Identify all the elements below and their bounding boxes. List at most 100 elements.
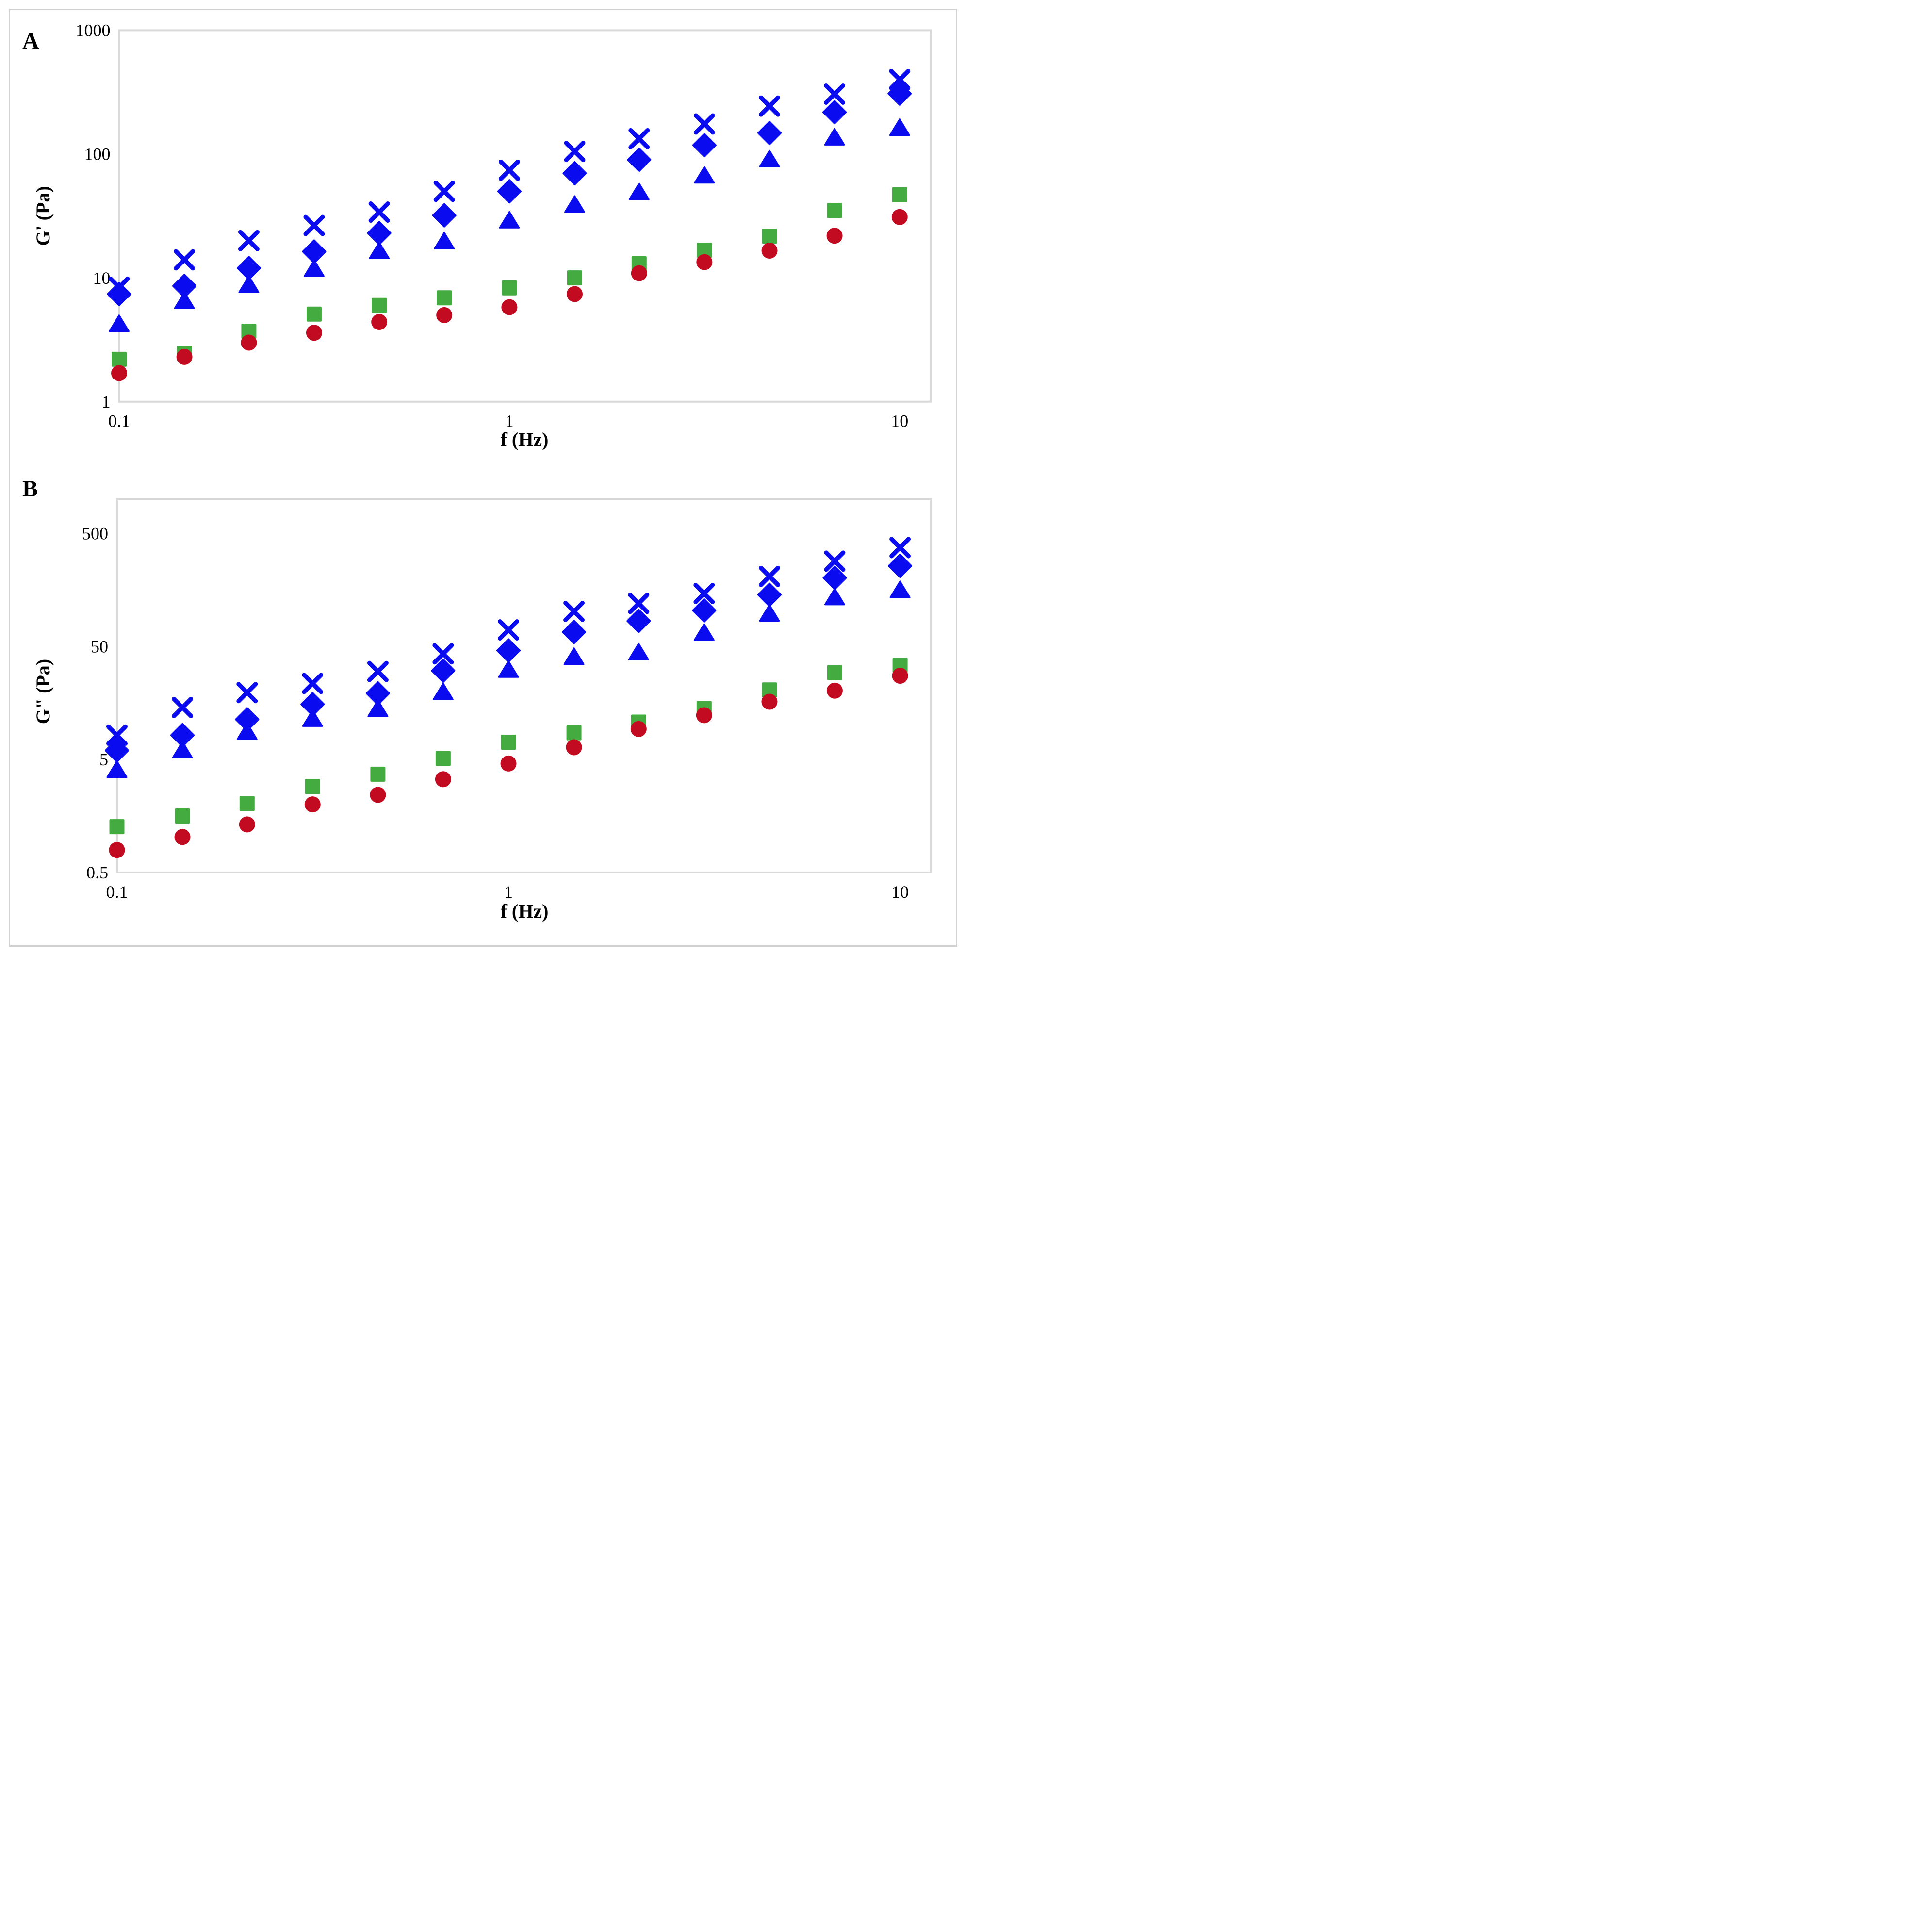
y-axis-title-a: G' (Pa) — [32, 186, 54, 246]
marker-red-circle — [566, 739, 582, 756]
marker-red-circle — [501, 299, 518, 315]
marker-red-circle — [696, 707, 712, 724]
y-tick-label: 100 — [84, 145, 111, 164]
marker-red-circle — [371, 314, 388, 330]
marker-blue-triangle — [628, 642, 649, 660]
marker-green-square — [567, 270, 582, 286]
marker-blue-cross — [238, 230, 260, 251]
marker-blue-triangle — [434, 231, 455, 249]
x-tick-label: 10 — [891, 412, 908, 431]
marker-green-square — [306, 306, 322, 322]
marker-blue-cross — [693, 113, 715, 135]
marker-blue-diamond — [692, 598, 717, 623]
marker-blue-triangle — [174, 291, 195, 309]
marker-blue-cross — [758, 565, 780, 587]
marker-blue-cross — [498, 619, 520, 641]
marker-red-circle — [306, 325, 322, 341]
marker-blue-triangle — [367, 699, 389, 717]
marker-red-circle — [826, 228, 843, 244]
plot-frame-a — [118, 29, 932, 403]
marker-blue-triangle — [759, 149, 780, 167]
y-tick-label: 500 — [82, 524, 108, 543]
marker-blue-triangle — [694, 166, 715, 184]
marker-blue-cross — [628, 128, 650, 149]
panel-letter-b: B — [22, 476, 38, 502]
marker-red-circle — [304, 796, 321, 813]
marker-blue-diamond — [496, 638, 521, 663]
marker-red-circle — [761, 242, 778, 259]
marker-red-circle — [696, 254, 713, 270]
marker-green-square — [239, 796, 255, 811]
marker-red-circle — [111, 365, 127, 381]
marker-blue-cross — [433, 181, 455, 202]
marker-red-circle — [826, 682, 843, 699]
panel-b-chart: 500 50 5 0.50.1 1 10 B f (Hz) G" (Pa) — [22, 476, 932, 922]
panel-letter-a: A — [22, 28, 39, 54]
marker-blue-cross — [759, 95, 781, 117]
marker-green-square — [501, 735, 516, 750]
marker-green-square — [435, 751, 451, 766]
marker-blue-diamond — [562, 161, 587, 186]
y-tick-label: 1000 — [76, 21, 111, 40]
marker-green-square — [175, 808, 190, 824]
marker-blue-cross — [563, 600, 585, 622]
marker-blue-triangle — [432, 682, 454, 700]
marker-blue-cross — [824, 550, 846, 572]
marker-red-circle — [436, 307, 453, 323]
marker-blue-cross — [889, 68, 911, 90]
marker-red-circle — [239, 816, 255, 833]
marker-red-circle — [892, 668, 908, 684]
marker-green-square — [827, 203, 842, 218]
y-tick-label: 5 — [99, 750, 108, 769]
marker-blue-cross — [302, 673, 324, 694]
marker-blue-cross — [236, 682, 258, 704]
marker-red-circle — [500, 755, 517, 772]
figure-container: 1000 100 10 1 0.1 1 10 A f (Hz) G' (Pa) 500 50 5… — [0, 0, 966, 956]
marker-green-square — [112, 351, 127, 367]
marker-blue-triangle — [302, 709, 323, 727]
marker-green-square — [372, 297, 387, 313]
marker-blue-triangle — [564, 195, 585, 213]
marker-blue-diamond — [432, 203, 457, 228]
markers-group-a — [107, 68, 912, 381]
marker-blue-diamond — [888, 554, 913, 578]
marker-blue-diamond — [627, 148, 652, 172]
marker-blue-triangle — [628, 182, 650, 200]
marker-blue-diamond — [431, 659, 456, 683]
plot-frame-b — [116, 498, 932, 873]
x-tick-label: 10 — [891, 882, 909, 902]
y-tick-label: 0.5 — [86, 863, 108, 882]
marker-blue-diamond — [757, 121, 782, 146]
marker-blue-cross — [172, 696, 194, 718]
marker-blue-triangle — [369, 241, 390, 259]
x-tick-label: 1 — [505, 412, 514, 431]
marker-blue-cross — [693, 582, 715, 604]
marker-blue-cross — [889, 537, 911, 559]
marker-blue-cross — [432, 643, 454, 665]
marker-blue-triangle — [499, 211, 520, 229]
marker-green-square — [892, 187, 907, 202]
marker-red-circle — [630, 721, 647, 737]
x-tick-label: 1 — [504, 882, 513, 902]
marker-blue-diamond — [497, 179, 522, 204]
marker-green-square — [109, 819, 125, 835]
marker-blue-triangle — [824, 128, 845, 146]
x-axis-title-a: f (Hz) — [501, 428, 549, 450]
marker-green-square — [827, 665, 842, 680]
marker-green-square — [762, 229, 777, 244]
markers-group-b — [105, 537, 913, 858]
marker-blue-triangle — [303, 259, 325, 277]
marker-blue-diamond — [887, 81, 912, 106]
marker-blue-cross — [564, 141, 586, 163]
marker-blue-triangle — [563, 647, 585, 665]
marker-red-circle — [435, 771, 451, 788]
marker-blue-diamond — [692, 133, 717, 158]
marker-blue-diamond — [822, 100, 847, 125]
marker-blue-triangle — [889, 580, 911, 598]
marker-red-circle — [174, 829, 191, 845]
marker-blue-diamond — [626, 609, 651, 633]
y-tick-label: 50 — [91, 637, 108, 656]
marker-blue-triangle — [824, 588, 845, 606]
